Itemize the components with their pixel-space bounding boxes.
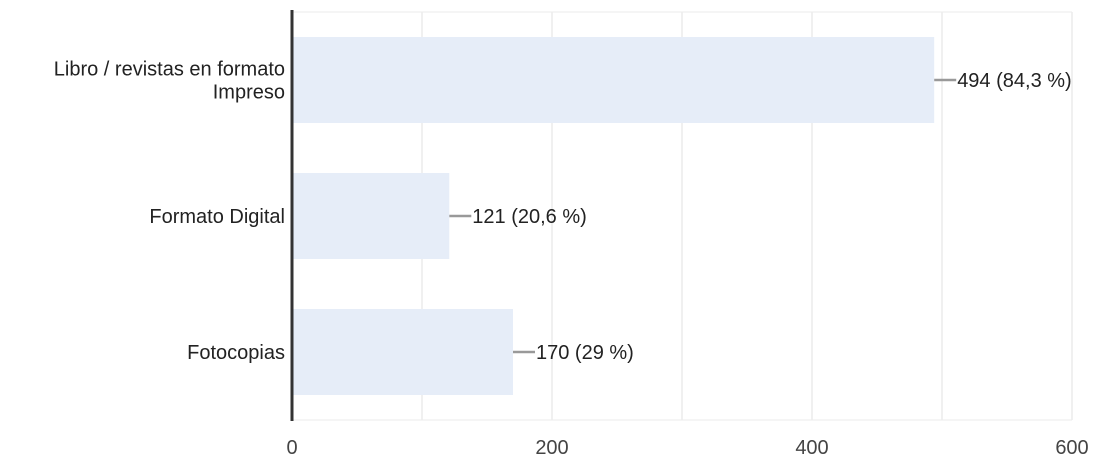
x-tick-label: 400 <box>795 437 828 459</box>
category-label: Libro / revistas en formato <box>54 59 285 81</box>
data-label: 170 (29 %) <box>536 342 634 364</box>
data-label: 494 (84,3 %) <box>957 70 1072 92</box>
data-label: 121 (20,6 %) <box>472 206 587 228</box>
labels-layer: 494 (84,3 %) Libro / revistas en formatoI… <box>54 59 1072 365</box>
x-tick-label: 0 <box>286 437 297 459</box>
category-label: Impreso <box>213 82 285 104</box>
x-tick-label: 600 <box>1055 437 1088 459</box>
category-label: Formato Digital <box>149 206 285 228</box>
axis-layer: 0 200 400 600 <box>286 10 1089 459</box>
bar <box>292 309 513 395</box>
bars-layer <box>292 37 935 395</box>
bar <box>292 173 450 259</box>
category-label: Fotocopias <box>187 342 285 364</box>
x-tick-label: 200 <box>535 437 568 459</box>
bar <box>292 37 935 123</box>
